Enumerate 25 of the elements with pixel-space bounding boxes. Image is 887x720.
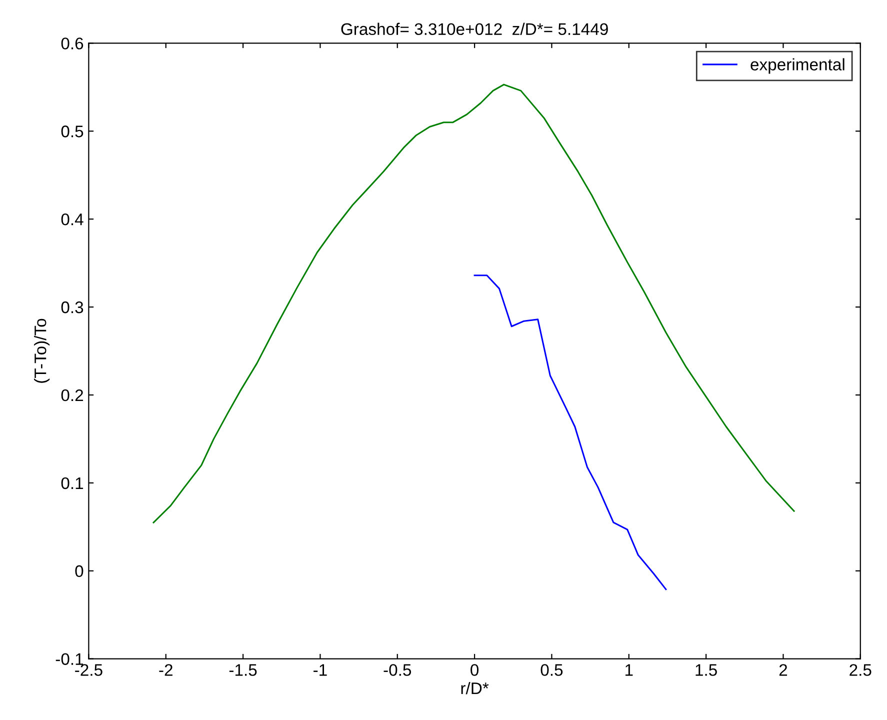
y-tick-label: 0.5 (61, 126, 84, 138)
x-axis-title: r/D* (461, 682, 489, 694)
x-tick-label: 1.5 (696, 664, 717, 676)
x-tick-label: -2.5 (75, 664, 102, 676)
legend-label: experimental (750, 58, 844, 74)
y-tick-label: -0.1 (56, 653, 84, 666)
x-tick-label: 0.5 (540, 664, 563, 676)
y-tick-label: 0.2 (61, 389, 84, 402)
x-tick-label: 0 (470, 664, 479, 676)
y-tick-label: 0 (75, 565, 84, 578)
line-series (152, 84, 795, 524)
y-tick-label: 0.6 (61, 38, 84, 50)
x-tick-label: 2.5 (850, 664, 872, 676)
x-tick-label: 1 (626, 664, 633, 676)
x-tick-label: -1 (314, 664, 327, 676)
x-tick-label: -2 (159, 664, 172, 676)
y-tick-label: 0.3 (61, 301, 84, 314)
chart-title: Grashof= 3.310e+012 z/D*= 5.1449 (341, 22, 608, 36)
x-tick-label: -1.5 (229, 664, 257, 676)
x-tick-label: 2 (779, 664, 788, 676)
x-tick-label: -0.5 (384, 664, 412, 676)
y-axis-title: (T-To)/To (34, 318, 50, 383)
line-series (474, 274, 667, 590)
y-tick-label: 0.4 (61, 213, 84, 226)
y-tick-label: 0.1 (61, 477, 84, 490)
